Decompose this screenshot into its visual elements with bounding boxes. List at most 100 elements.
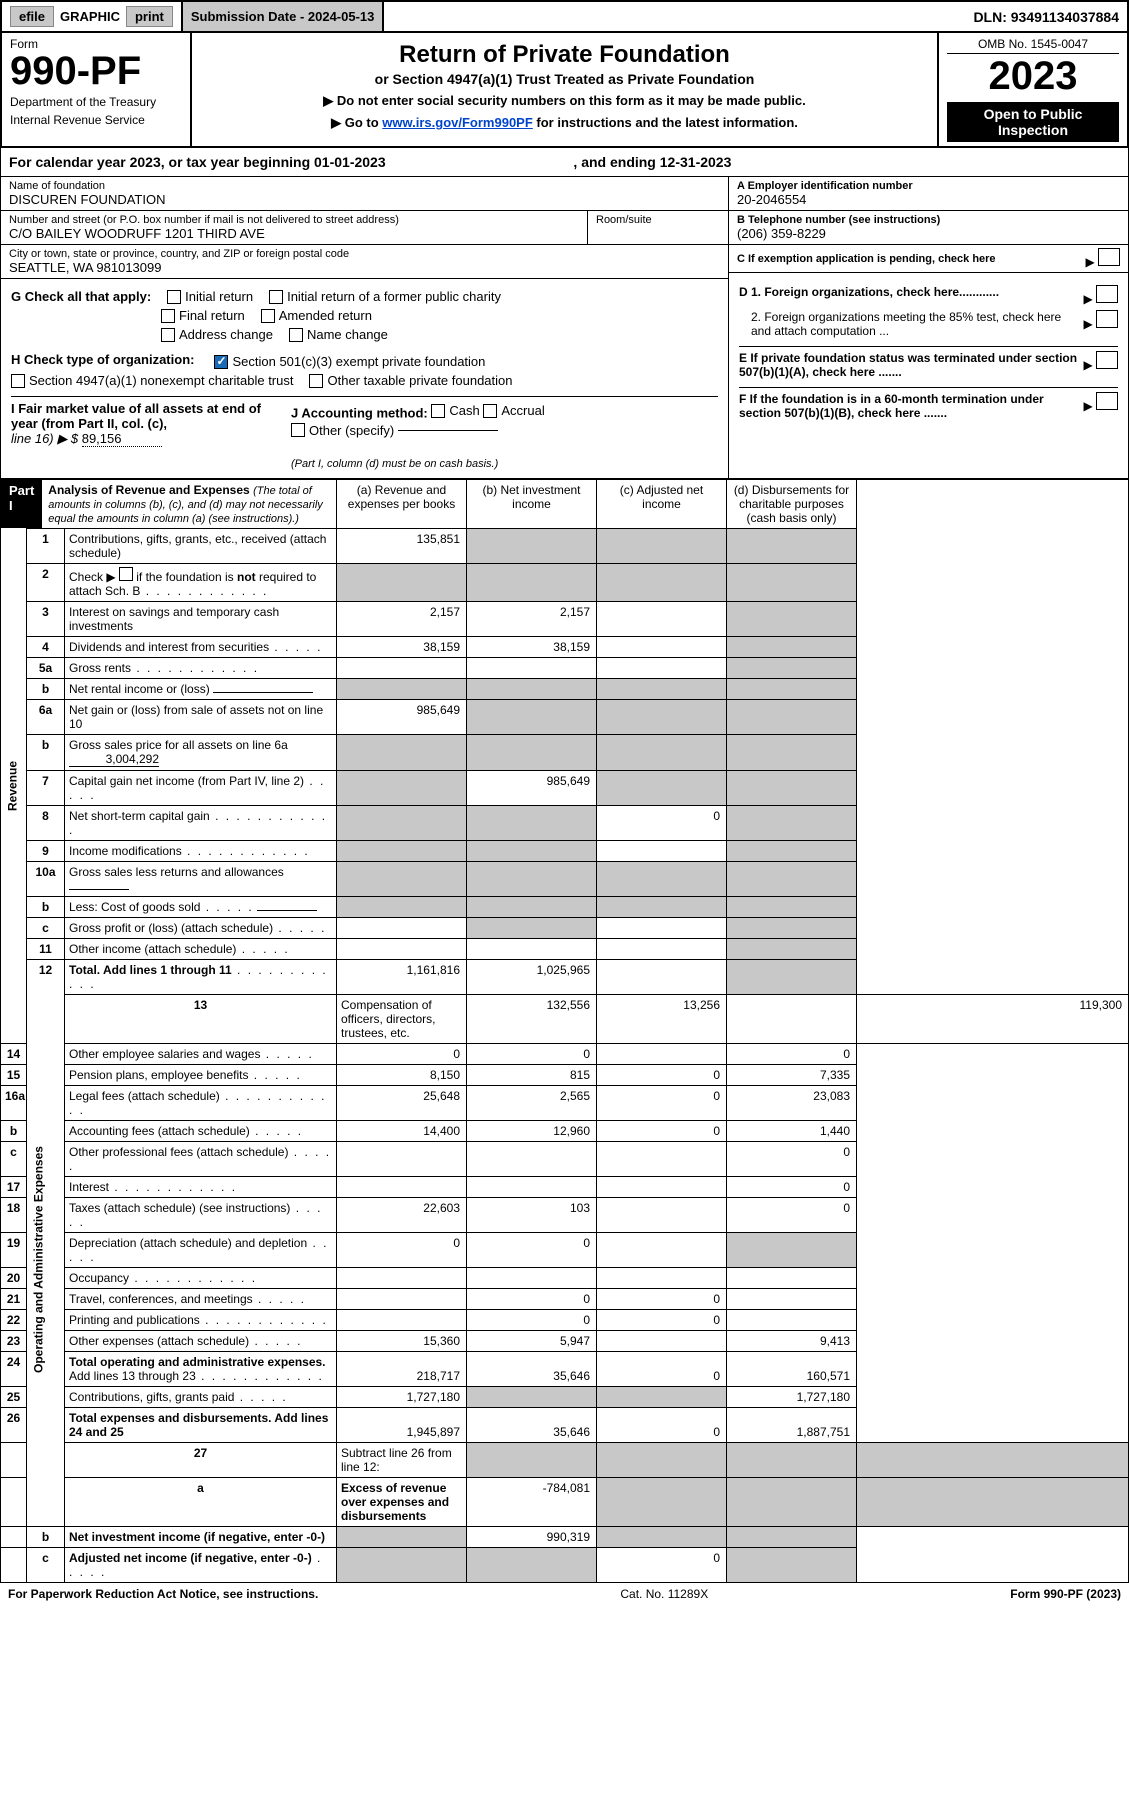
l17-num: 17 bbox=[1, 1176, 27, 1197]
l11-num: 11 bbox=[27, 938, 65, 959]
l14-d: 0 bbox=[727, 1043, 857, 1064]
l21-c: 0 bbox=[597, 1288, 727, 1309]
h-row: H Check type of organization: Section 50… bbox=[11, 352, 718, 371]
l2-checkbox[interactable] bbox=[119, 567, 133, 581]
footer-mid: Cat. No. 11289X bbox=[620, 1587, 708, 1601]
l4-a: 38,159 bbox=[337, 636, 467, 657]
l15-a: 8,150 bbox=[337, 1064, 467, 1085]
line-22: 22 Printing and publications 0 0 bbox=[1, 1309, 1129, 1330]
j-accrual-cb[interactable] bbox=[483, 404, 497, 418]
efile-button[interactable]: efile bbox=[10, 6, 54, 27]
l14-desc: Other employee salaries and wages bbox=[65, 1043, 337, 1064]
l18-b: 103 bbox=[467, 1197, 597, 1232]
g-initial-pub-cb[interactable] bbox=[269, 290, 283, 304]
l27c-desc: Adjusted net income (if negative, enter … bbox=[65, 1547, 337, 1582]
city-value: SEATTLE, WA 981013099 bbox=[9, 260, 720, 275]
h-501c3-cb[interactable] bbox=[214, 355, 228, 369]
check-block: G Check all that apply: Initial return I… bbox=[0, 279, 1129, 479]
j-other-cb[interactable] bbox=[291, 423, 305, 437]
address-label: Number and street (or P.O. box number if… bbox=[9, 214, 579, 226]
line-27b: b Net investment income (if negative, en… bbox=[1, 1526, 1129, 1547]
part1-header-row: Part I Analysis of Revenue and Expenses … bbox=[1, 479, 1129, 528]
line-24: 24 Total operating and administrative ex… bbox=[1, 1351, 1129, 1386]
l23-desc: Other expenses (attach schedule) bbox=[65, 1330, 337, 1351]
l12-a: 1,161,816 bbox=[337, 959, 467, 994]
l27c-num: c bbox=[27, 1547, 65, 1582]
tel-value: (206) 359-8229 bbox=[737, 226, 1120, 241]
l4-num: 4 bbox=[27, 636, 65, 657]
city-cell: City or town, state or province, country… bbox=[1, 245, 728, 279]
form-header-left: Form 990-PF Department of the Treasury I… bbox=[2, 33, 192, 146]
l6b-num: b bbox=[27, 734, 65, 770]
g-initial-cb[interactable] bbox=[167, 290, 181, 304]
line-16c: c Other professional fees (attach schedu… bbox=[1, 1141, 1129, 1176]
l3-a: 2,157 bbox=[337, 601, 467, 636]
room-cell: Room/suite bbox=[588, 211, 728, 245]
g-addr-cb[interactable] bbox=[161, 328, 175, 342]
calyear-end: 12-31-2023 bbox=[660, 154, 732, 170]
l15-c: 0 bbox=[597, 1064, 727, 1085]
l17-d: 0 bbox=[727, 1176, 857, 1197]
l10b-num: b bbox=[27, 896, 65, 917]
form990pf-link[interactable]: www.irs.gov/Form990PF bbox=[382, 115, 533, 130]
i-label: I Fair market value of all assets at end… bbox=[11, 401, 261, 431]
l6a-num: 6a bbox=[27, 699, 65, 734]
l27b-b: 990,319 bbox=[467, 1526, 597, 1547]
l13-d: 119,300 bbox=[857, 994, 1129, 1043]
address-row: Number and street (or P.O. box number if… bbox=[1, 211, 728, 245]
l20-num: 20 bbox=[1, 1267, 27, 1288]
line-9: 9 Income modifications bbox=[1, 840, 1129, 861]
l24-c: 0 bbox=[597, 1351, 727, 1386]
submission-date: Submission Date - 2024-05-13 bbox=[183, 2, 385, 31]
g-amended-cb[interactable] bbox=[261, 309, 275, 323]
g-final-cb[interactable] bbox=[161, 309, 175, 323]
line-10a: 10a Gross sales less returns and allowan… bbox=[1, 861, 1129, 896]
l5b-desc: Net rental income or (loss) bbox=[65, 678, 337, 699]
e-checkbox[interactable] bbox=[1096, 351, 1118, 369]
line-2: 2 Check ▶ if the foundation is not requi… bbox=[1, 563, 1129, 601]
col-c-header: (c) Adjusted net income bbox=[597, 479, 727, 528]
line-27a: a Excess of revenue over expenses and di… bbox=[1, 1477, 1129, 1526]
j-cash-cb[interactable] bbox=[431, 404, 445, 418]
form-note-1: ▶ Do not enter social security numbers o… bbox=[204, 93, 925, 109]
c-label: C If exemption application is pending, c… bbox=[737, 253, 996, 265]
d2-checkbox[interactable] bbox=[1096, 310, 1118, 328]
line-23: 23 Other expenses (attach schedule) 15,3… bbox=[1, 1330, 1129, 1351]
tax-year: 2023 bbox=[947, 54, 1119, 98]
h-label: H Check type of organization: bbox=[11, 352, 194, 371]
tel-cell: B Telephone number (see instructions) (2… bbox=[729, 211, 1128, 245]
l21-num: 21 bbox=[1, 1288, 27, 1309]
d1-checkbox[interactable] bbox=[1096, 285, 1118, 303]
l13-b: 13,256 bbox=[597, 994, 727, 1043]
l24-d: 160,571 bbox=[727, 1351, 857, 1386]
h-4947-cb[interactable] bbox=[11, 374, 25, 388]
c-checkbox[interactable] bbox=[1098, 248, 1120, 266]
l17-desc: Interest bbox=[65, 1176, 337, 1197]
g-name-cb[interactable] bbox=[289, 328, 303, 342]
c-arrow-box: ▶ bbox=[1085, 248, 1120, 269]
tel-label: B Telephone number (see instructions) bbox=[737, 214, 1120, 226]
l27b-desc: Net investment income (if negative, ente… bbox=[65, 1526, 337, 1547]
l3-desc: Interest on savings and temporary cash i… bbox=[65, 601, 337, 636]
l11-desc: Other income (attach schedule) bbox=[65, 938, 337, 959]
line-8: 8 Net short-term capital gain 0 bbox=[1, 805, 1129, 840]
l18-num: 18 bbox=[1, 1197, 27, 1232]
form-header-mid: Return of Private Foundation or Section … bbox=[192, 33, 937, 146]
line-27: 27 Subtract line 26 from line 12: bbox=[1, 1442, 1129, 1477]
l16b-c: 0 bbox=[597, 1120, 727, 1141]
l16c-desc: Other professional fees (attach schedule… bbox=[65, 1141, 337, 1176]
j-accrual: Accrual bbox=[501, 403, 544, 418]
address-value: C/O BAILEY WOODRUFF 1201 THIRD AVE bbox=[9, 226, 579, 241]
l6a-desc: Net gain or (loss) from sale of assets n… bbox=[65, 699, 337, 734]
l27b-num: b bbox=[27, 1526, 65, 1547]
part1-title-cell: Part I Analysis of Revenue and Expenses … bbox=[1, 479, 337, 528]
print-button[interactable]: print bbox=[126, 6, 173, 27]
f-checkbox[interactable] bbox=[1096, 392, 1118, 410]
note2-post: for instructions and the latest informat… bbox=[533, 115, 798, 130]
l7-num: 7 bbox=[27, 770, 65, 805]
h-other-cb[interactable] bbox=[309, 374, 323, 388]
h-row2: Section 4947(a)(1) nonexempt charitable … bbox=[11, 371, 718, 390]
l25-num: 25 bbox=[1, 1386, 27, 1407]
j-note: (Part I, column (d) must be on cash basi… bbox=[291, 458, 498, 470]
l19-a: 0 bbox=[337, 1232, 467, 1267]
